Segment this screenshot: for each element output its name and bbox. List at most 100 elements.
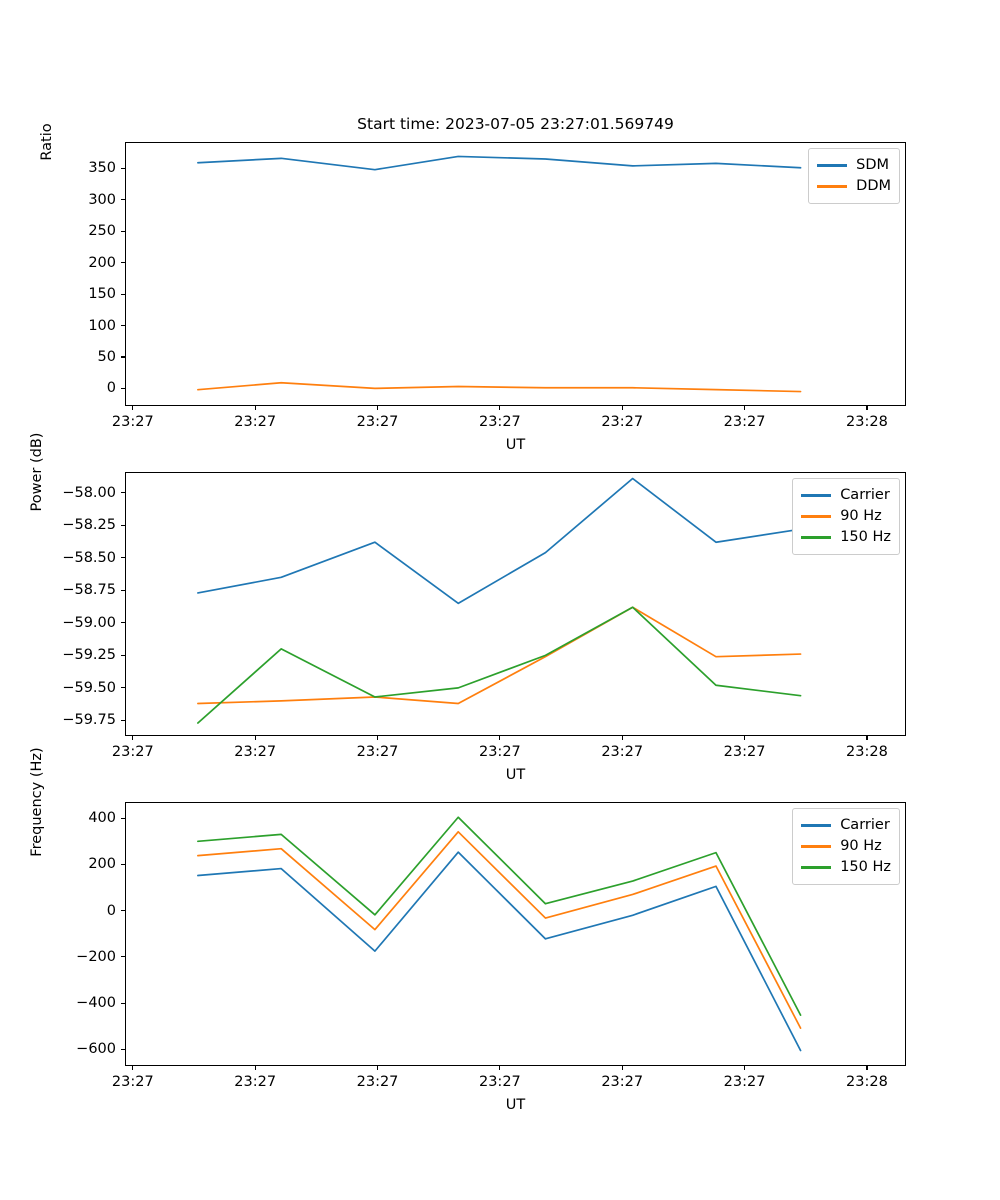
ytick-label: 100 [88, 317, 116, 334]
ytick-label: −400 [76, 995, 116, 1012]
plot-lines-ratio [197, 155, 802, 393]
ytick-mark [120, 524, 125, 526]
legend-label: Carrier [840, 817, 890, 834]
xlabel-ratio: UT [505, 437, 526, 453]
xtick-mark [866, 1066, 868, 1071]
xtick-mark [621, 736, 623, 741]
xtick-mark [254, 406, 256, 411]
ytick-label: 400 [88, 810, 116, 827]
xtick-mark [254, 736, 256, 741]
ytick-label: 0 [106, 902, 116, 919]
legend-swatch-icon [801, 494, 832, 497]
ytick-mark [120, 199, 125, 201]
legend-ratio: SDM DDM [808, 148, 900, 204]
ytick-label: −59.50 [62, 679, 116, 696]
xtick-label: 23:27 [356, 414, 399, 430]
ytick-label: 300 [88, 191, 116, 208]
ytick-mark [120, 622, 125, 624]
legend-item[interactable]: 90 Hz [801, 506, 891, 527]
xtick-label: 23:27 [111, 1074, 154, 1090]
legend-swatch-icon [801, 845, 832, 848]
xtick-label: 23:27 [478, 744, 521, 760]
xtick-label: 23:28 [846, 744, 888, 760]
ytick-mark [120, 293, 125, 295]
legend-power: Carrier 90 Hz 150 Hz [792, 478, 900, 555]
ytick-mark [120, 356, 125, 358]
ytick-mark [120, 817, 125, 819]
xtick-label: 23:27 [723, 1074, 766, 1090]
ytick-mark [120, 1002, 125, 1004]
axes-frame-frequency [125, 802, 906, 1066]
xtick-mark [866, 406, 868, 411]
xlabel-frequency: UT [505, 1097, 526, 1113]
legend-swatch-icon [801, 866, 832, 869]
ylabel-power: Power (dB) [29, 432, 45, 512]
xtick-mark [376, 1066, 379, 1071]
xtick-label: 23:27 [723, 744, 766, 760]
legend-label: 150 Hz [840, 529, 891, 546]
ytick-mark [120, 492, 125, 494]
ytick-mark [120, 262, 125, 264]
xtick-label: 23:27 [111, 414, 154, 430]
xtick-label: 23:27 [234, 1074, 277, 1090]
legend-item[interactable]: 90 Hz [801, 836, 891, 857]
legend-label: DDM [856, 178, 891, 195]
ytick-label: −59.25 [62, 647, 116, 664]
xtick-label: 23:28 [846, 1074, 888, 1090]
ytick-label: −59.00 [62, 614, 116, 631]
xtick-mark [743, 406, 746, 411]
legend-swatch-icon [801, 824, 832, 827]
xtick-mark [743, 1066, 746, 1071]
xtick-label: 23:27 [478, 1074, 521, 1090]
line-series-ddm [197, 381, 802, 393]
ytick-mark [120, 387, 125, 389]
line-series-150-hz [197, 606, 802, 724]
axes-frame-ratio [125, 142, 906, 406]
ytick-mark [120, 230, 125, 232]
ytick-label: 50 [97, 348, 116, 365]
ytick-mark [120, 956, 125, 958]
legend-label: SDM [856, 157, 890, 174]
legend-label: 90 Hz [840, 508, 882, 525]
ytick-label: 200 [88, 254, 116, 271]
ytick-label: −58.25 [62, 517, 116, 534]
ytick-mark [120, 1048, 125, 1050]
legend-item[interactable]: Carrier [801, 815, 891, 836]
xtick-mark [132, 406, 134, 411]
ytick-mark [120, 863, 125, 865]
legend-swatch-icon [801, 536, 832, 539]
ytick-mark [120, 910, 125, 912]
line-series-150-hz [197, 816, 802, 1016]
legend-item[interactable]: DDM [817, 176, 891, 197]
ytick-label: 350 [88, 160, 116, 177]
ytick-mark [120, 589, 125, 591]
xtick-mark [254, 1066, 256, 1071]
ylabel-ratio: Ratio [39, 123, 55, 161]
ytick-mark [120, 654, 125, 656]
line-series-90-hz [197, 830, 802, 1029]
ytick-mark [120, 557, 125, 559]
legend-item[interactable]: 150 Hz [801, 527, 891, 548]
ytick-label: 200 [88, 856, 116, 873]
legend-swatch-icon [801, 515, 832, 518]
ytick-mark [120, 719, 125, 721]
ytick-label: 150 [88, 286, 116, 303]
ytick-label: −58.50 [62, 549, 116, 566]
ytick-mark [120, 324, 125, 327]
ytick-label: 250 [88, 223, 116, 240]
xtick-label: 23:27 [601, 744, 644, 760]
legend-item[interactable]: SDM [817, 155, 891, 176]
xtick-mark [376, 736, 379, 741]
plot-lines-frequency [197, 816, 802, 1052]
ytick-label: −58.75 [62, 582, 116, 599]
legend-label: Carrier [840, 487, 890, 504]
ytick-label: −58.00 [62, 484, 116, 501]
legend-label: 90 Hz [840, 838, 882, 855]
xtick-mark [132, 736, 134, 741]
plot-lines-power [197, 477, 802, 724]
legend-item[interactable]: 150 Hz [801, 857, 891, 878]
legend-item[interactable]: Carrier [801, 485, 891, 506]
subplot-frequency: 400 200 0 −200 −400 −600 23:27 23:27 23:27 23:27 2… [29, 747, 906, 1113]
line-series-90-hz [197, 606, 802, 705]
